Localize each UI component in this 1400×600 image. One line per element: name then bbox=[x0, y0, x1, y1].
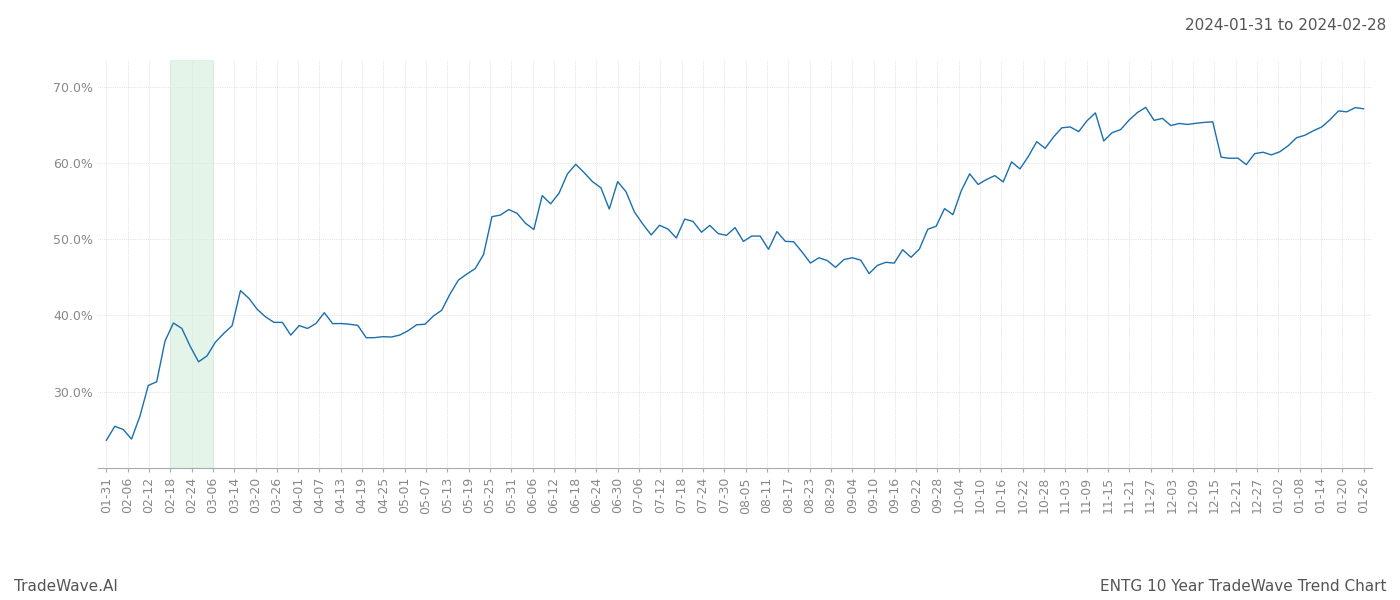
Bar bbox=[171, 60, 213, 468]
Text: TradeWave.AI: TradeWave.AI bbox=[14, 579, 118, 594]
Text: 2024-01-31 to 2024-02-28: 2024-01-31 to 2024-02-28 bbox=[1184, 18, 1386, 33]
Text: ENTG 10 Year TradeWave Trend Chart: ENTG 10 Year TradeWave Trend Chart bbox=[1099, 579, 1386, 594]
